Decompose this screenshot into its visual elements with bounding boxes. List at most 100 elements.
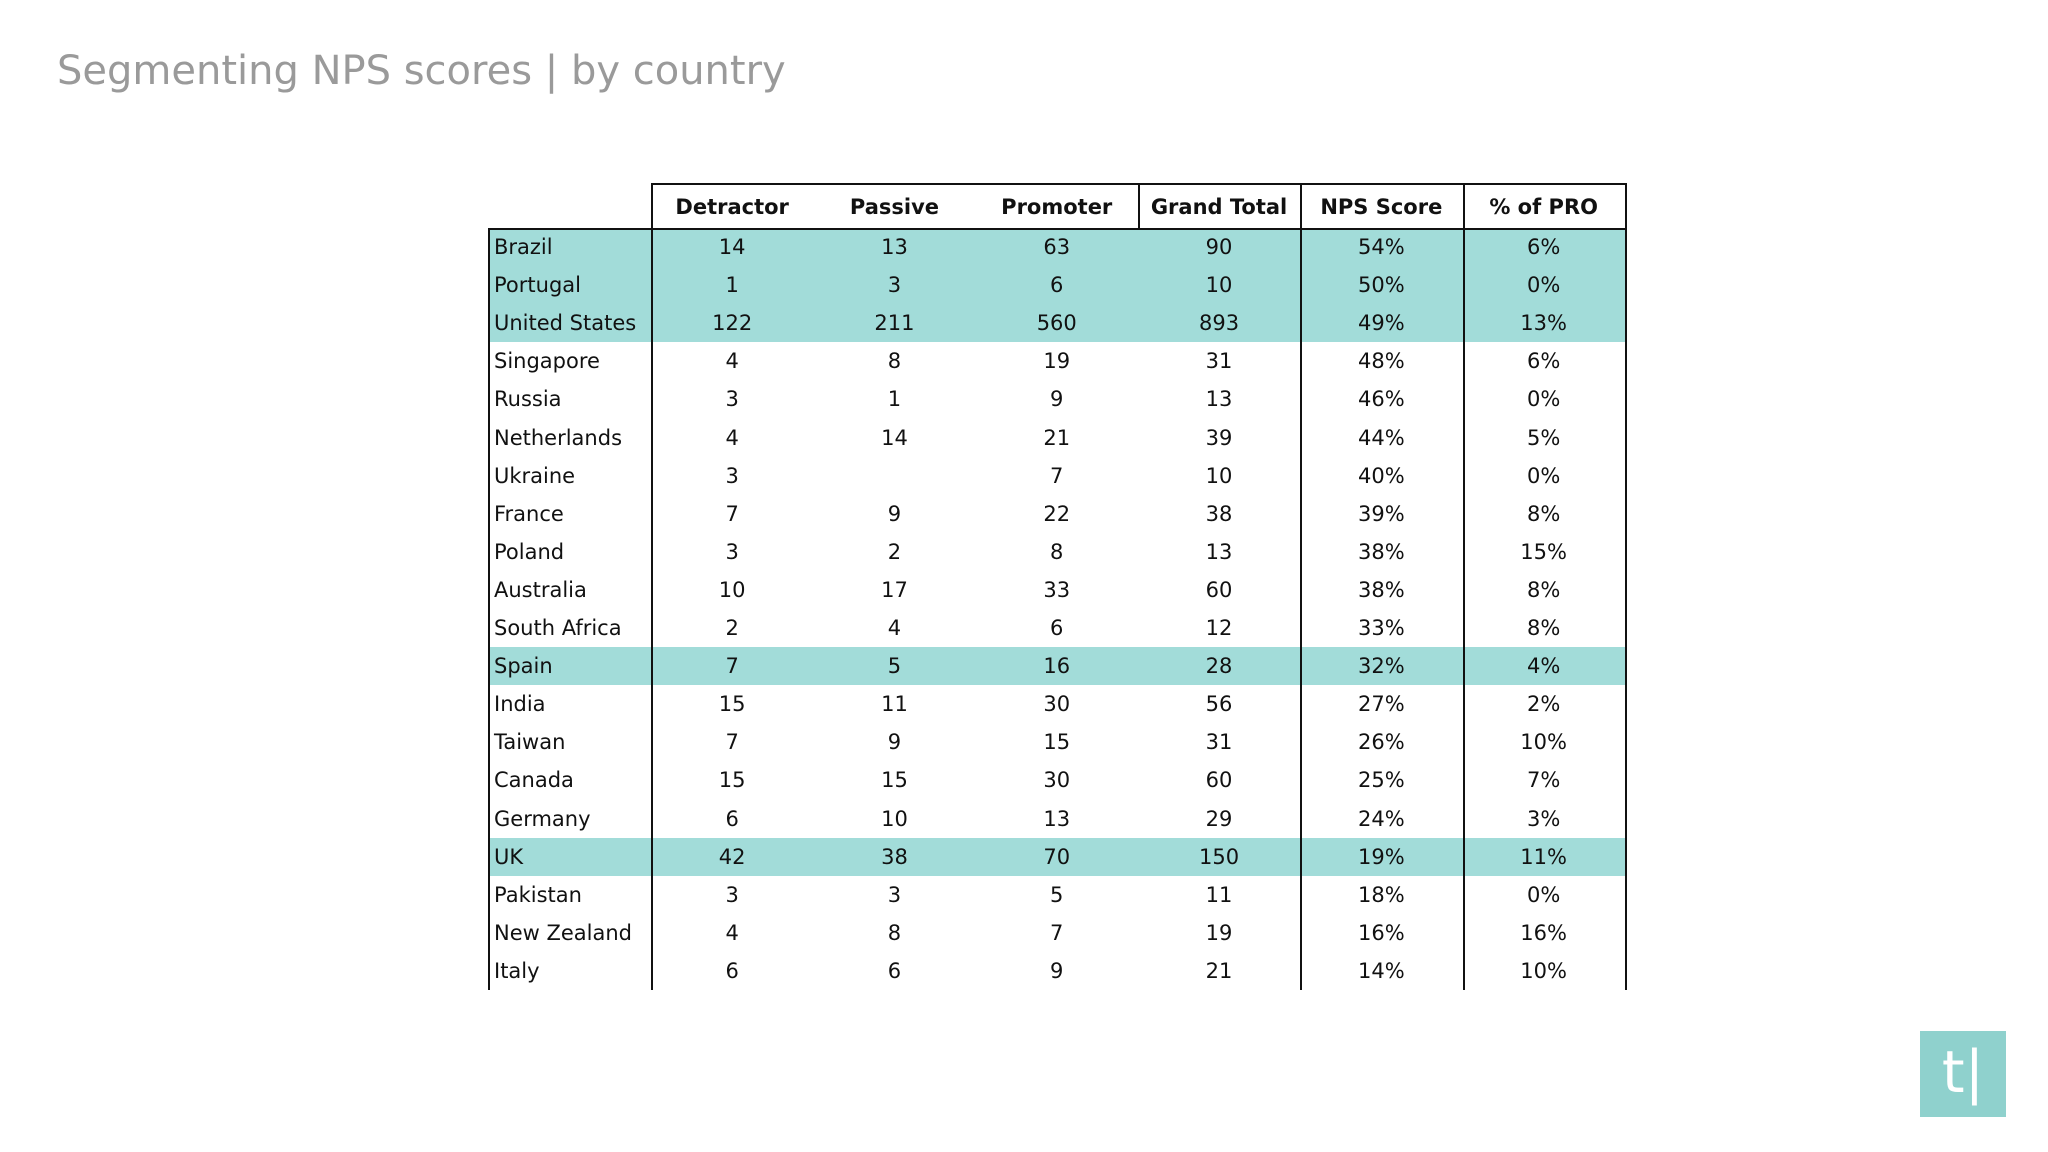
table-cell: 31 <box>1205 349 1233 374</box>
table-cell: 9 <box>1050 958 1064 983</box>
table-cell: 22 <box>1043 501 1071 526</box>
table-cell: 17 <box>881 577 908 602</box>
border <box>488 228 490 990</box>
table-cell: 27% <box>1357 692 1405 717</box>
table-cell: 24% <box>1357 806 1405 831</box>
row-highlight <box>488 266 1625 305</box>
table-cell <box>813 457 975 495</box>
table-cell: 4 <box>725 349 739 374</box>
table-cell: 38 <box>881 844 908 869</box>
table-cell: 12 <box>1205 616 1233 640</box>
table-cell: 18% <box>1357 882 1405 907</box>
table-cell: 13 <box>1043 806 1071 831</box>
table-cell: 13% <box>1520 311 1567 336</box>
column-header: % of PRO <box>1489 195 1598 219</box>
table-cell: 54% <box>1357 235 1405 259</box>
border <box>1624 183 1627 990</box>
row-highlight <box>488 228 1625 267</box>
table-cell: 8% <box>1526 501 1561 526</box>
country: Portugal <box>494 273 581 298</box>
table-cell: 211 <box>874 311 915 336</box>
table-cell: 46% <box>1357 387 1405 412</box>
table-cell: 2% <box>1526 692 1561 717</box>
table-cell: 19 <box>1043 349 1071 374</box>
table-cell: 3% <box>1526 806 1561 831</box>
table-cell: 14% <box>1357 958 1405 983</box>
table-cell: 0% <box>1526 882 1561 907</box>
table-cell: 39% <box>1357 501 1405 526</box>
country: United States <box>494 311 637 336</box>
table-cell: 44% <box>1357 425 1405 450</box>
table-cell: 15 <box>718 768 746 793</box>
table-cell: 15% <box>1520 539 1567 564</box>
country: Poland <box>494 539 565 564</box>
table-cell: 10 <box>1205 463 1233 488</box>
table-cell: 25% <box>1357 768 1405 793</box>
table-cell: 14 <box>881 425 908 450</box>
table-cell: 50% <box>1357 273 1405 298</box>
table-cell: 0% <box>1526 387 1561 412</box>
table-cell: 10 <box>881 806 908 831</box>
country: Canada <box>494 768 574 793</box>
table-cell: 4 <box>887 616 902 640</box>
table-cell: 9 <box>1050 387 1064 412</box>
table-cell: 7 <box>725 501 739 526</box>
column-header: Passive <box>849 195 940 219</box>
table-cell: 7 <box>1050 920 1064 945</box>
country: New Zealand <box>494 920 632 945</box>
table-cell: 16% <box>1520 920 1567 945</box>
table-cell: 30 <box>1043 692 1071 717</box>
table-cell: 15 <box>1043 730 1071 755</box>
table-cell: 28 <box>1205 654 1233 679</box>
table-cell: 0% <box>1526 273 1561 298</box>
table-cell: 11% <box>1520 844 1567 869</box>
table-cell: 3 <box>725 539 739 564</box>
table-cell: 6 <box>1050 273 1064 298</box>
table-cell: 19 <box>1205 920 1233 945</box>
row-highlight <box>488 837 1625 876</box>
table-cell: 29 <box>1205 806 1233 831</box>
table-cell: 90 <box>1205 235 1233 259</box>
table-cell: 6 <box>1050 616 1064 640</box>
logo: t| <box>1920 1031 2006 1117</box>
table-cell: 5% <box>1526 425 1561 450</box>
table-cell: 4 <box>725 425 739 450</box>
border <box>651 183 653 990</box>
column-header: Grand Total <box>1150 195 1288 219</box>
table-cell: 32% <box>1357 654 1405 679</box>
table-cell: 70 <box>1043 844 1071 869</box>
table-cell: 9 <box>887 501 902 526</box>
table-cell: 63 <box>1043 235 1071 259</box>
table-cell: 16 <box>1043 654 1071 679</box>
table-cell: 60 <box>1205 577 1233 602</box>
table-cell: 8 <box>887 920 902 945</box>
column-header: Detractor <box>675 195 789 219</box>
country: France <box>494 501 564 526</box>
table-cell: 16% <box>1357 920 1405 945</box>
table-cell: 7 <box>725 654 739 679</box>
table-cell: 38% <box>1357 577 1405 602</box>
table-cell: 10% <box>1520 730 1567 755</box>
table-cell: 26% <box>1357 730 1405 755</box>
table-cell: 3 <box>725 463 739 488</box>
table-cell: 6% <box>1526 235 1561 259</box>
table-cell: 9 <box>887 730 902 755</box>
table-cell: 30 <box>1043 768 1071 793</box>
table-cell: 38% <box>1357 539 1405 564</box>
table-cell: 11 <box>1205 882 1233 907</box>
table-cell: 8 <box>887 349 902 374</box>
country: Singapore <box>494 349 600 374</box>
table-cell: 38 <box>1205 501 1233 526</box>
table-cell: 893 <box>1198 311 1240 336</box>
table-cell: 56 <box>1205 692 1233 717</box>
table-cell: 48% <box>1357 349 1405 374</box>
table-cell: 10% <box>1520 958 1567 983</box>
row-highlight <box>488 304 1625 343</box>
table-cell: 14 <box>718 235 746 259</box>
table-cell: 7% <box>1526 768 1561 793</box>
table-cell: 6 <box>887 958 902 983</box>
table-cell: 3 <box>725 387 739 412</box>
table-cell: 3 <box>887 273 902 298</box>
table-cell: 2 <box>725 616 739 640</box>
